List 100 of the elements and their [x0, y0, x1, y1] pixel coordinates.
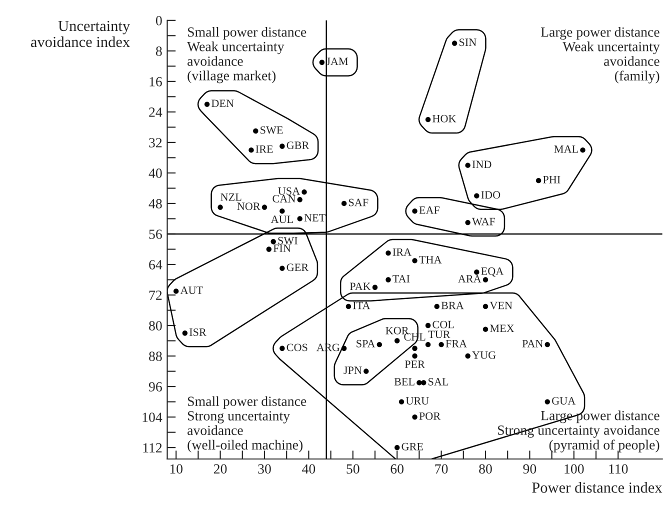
data-label: PER	[404, 360, 425, 368]
data-label: IRA	[392, 248, 412, 256]
data-label: USA	[278, 187, 300, 195]
x-tick-label: 30	[258, 464, 271, 474]
point	[412, 353, 418, 359]
data-label: IND	[472, 160, 492, 168]
x-tick-label: 50	[346, 464, 360, 474]
point	[173, 288, 179, 294]
point	[280, 144, 285, 149]
point	[280, 346, 285, 351]
data-label: KOR	[386, 326, 409, 334]
point	[297, 216, 302, 222]
point	[341, 200, 347, 206]
y-axis-title: Uncertainty avoidance index	[30, 20, 130, 48]
data-label: SAF	[348, 198, 368, 206]
point	[280, 208, 285, 214]
point	[438, 342, 444, 348]
point	[248, 147, 254, 153]
data-label: DEN	[212, 100, 234, 107]
x-tick-label: 100	[564, 464, 584, 474]
data-label: COS	[286, 344, 308, 352]
data-label: FIN	[273, 244, 291, 252]
x-tick-label: 90	[523, 464, 536, 474]
x-tick-label: 110	[609, 464, 628, 474]
point	[416, 380, 422, 386]
y-tick-label: 32	[149, 138, 162, 148]
x-tick-label: 80	[479, 464, 492, 474]
point	[482, 277, 488, 282]
point	[412, 208, 418, 214]
data-label: HOK	[432, 114, 456, 122]
y-tick-label: 64	[149, 260, 162, 270]
data-label: IRE	[256, 145, 273, 153]
point	[280, 266, 285, 271]
x-tick-label: 60	[390, 464, 404, 474]
data-label: FRA	[446, 340, 467, 348]
data-label: GER	[286, 264, 309, 272]
point	[580, 147, 586, 153]
point	[425, 322, 431, 328]
point	[421, 380, 426, 386]
data-label: EAF	[419, 206, 440, 214]
data-label: BEL	[394, 378, 414, 386]
point	[412, 258, 418, 264]
data-label: TUR	[428, 330, 450, 338]
data-label: TAI	[392, 275, 410, 282]
y-tick-label: 48	[148, 199, 162, 208]
data-label: SAL	[428, 378, 448, 386]
data-label: THA	[419, 256, 442, 264]
data-label: PAN	[522, 340, 543, 348]
point	[452, 40, 458, 46]
y-tick-label: 72	[149, 290, 162, 300]
point	[346, 304, 352, 310]
point	[394, 338, 400, 344]
data-label: EQA	[481, 267, 504, 277]
point	[465, 162, 470, 168]
y-tick-label: 24	[149, 108, 162, 117]
point	[319, 60, 325, 65]
point	[376, 342, 382, 348]
y-tick-label: 96	[148, 382, 162, 392]
point	[544, 399, 550, 404]
data-label: GRE	[402, 442, 423, 450]
y-tick-label: 112	[143, 443, 162, 452]
data-label: SWE	[260, 126, 283, 134]
point	[253, 128, 258, 134]
y-tick-label: 104	[142, 412, 162, 422]
data-label: URU	[406, 397, 429, 405]
data-label: PHI	[543, 176, 560, 184]
point	[412, 414, 418, 420]
data-label: SIN	[459, 38, 476, 46]
data-label: ITA	[353, 302, 370, 310]
x-tick-label: 70	[435, 464, 448, 474]
data-label: MAL	[554, 145, 578, 153]
data-label: NZL	[220, 193, 242, 201]
annotation: Large power distance Weak uncertainty avoidance (family)	[540, 26, 660, 84]
y-tick-label: 16	[150, 77, 162, 86]
y-tick-label: 56	[149, 230, 162, 239]
point	[386, 250, 391, 256]
data-label: NOR	[237, 202, 260, 210]
data-label: POR	[419, 412, 441, 420]
data-label: VEN	[490, 302, 512, 310]
annotation: Small power distance Weak uncertainty avoidance (village market)	[187, 26, 306, 84]
data-label: YUG	[472, 351, 496, 359]
point	[482, 304, 488, 310]
data-label: IDO	[481, 191, 500, 199]
y-tick-label: 88	[149, 352, 162, 361]
point	[425, 342, 431, 348]
point	[364, 368, 369, 374]
point	[536, 178, 542, 184]
point	[386, 277, 391, 282]
data-label: ISR	[190, 328, 206, 336]
x-axis-title: Power distance index	[532, 482, 662, 493]
point	[270, 239, 276, 244]
point	[425, 116, 431, 122]
data-label: WAF	[472, 218, 496, 226]
point	[465, 220, 470, 226]
data-label: AUL	[270, 216, 293, 224]
point	[434, 304, 440, 310]
point	[262, 204, 268, 210]
y-tick-label: 80	[149, 321, 162, 330]
point	[302, 189, 307, 195]
data-label: GBR	[286, 142, 310, 150]
